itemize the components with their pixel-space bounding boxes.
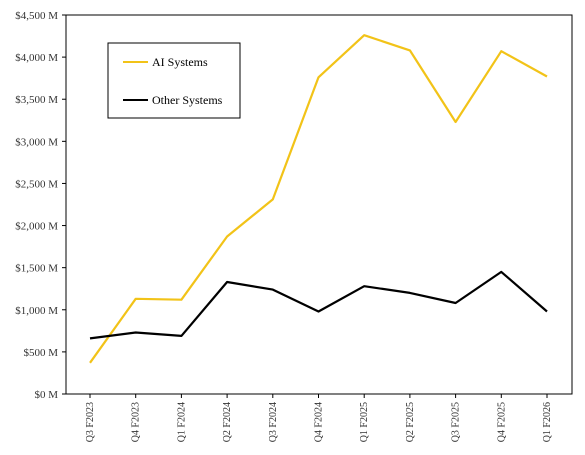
y-tick-label: $3,000 M	[15, 136, 58, 148]
x-tick-label: Q3 F2025	[451, 402, 462, 442]
x-tick-label: Q2 F2025	[405, 402, 416, 442]
x-tick-label: Q4 F2024	[314, 402, 325, 442]
x-tick-label: Q1 F2025	[359, 402, 370, 442]
y-tick-label: $3,500 M	[15, 94, 58, 106]
x-tick-label: Q4 F2023	[131, 402, 142, 442]
legend-label-other-systems: Other Systems	[152, 93, 223, 107]
series-line-other-systems	[89, 270, 548, 340]
series-line-ai-systems	[89, 34, 548, 364]
y-tick-label: $4,500 M	[15, 10, 58, 22]
x-tick-label: Q1 F2024	[176, 402, 187, 442]
y-tick-label: $2,500 M	[15, 178, 58, 190]
x-tick-label: Q3 F2023	[85, 402, 96, 442]
y-tick-label: $2,000 M	[15, 221, 58, 233]
x-tick-label: Q2 F2024	[222, 402, 233, 442]
x-tick-label: Q4 F2025	[496, 402, 507, 442]
y-tick-label: $0 M	[34, 389, 58, 401]
legend-box	[107, 42, 241, 119]
y-axis-ticks: $0 M $500 M $1,000 M $1,500 M $2,000 M $2,500…	[15, 10, 66, 401]
y-tick-label: $1,500 M	[15, 263, 58, 275]
y-tick-label: $1,000 M	[15, 305, 58, 317]
x-tick-label: Q1 F2026	[542, 402, 553, 442]
legend-label-ai-systems: AI Systems	[152, 55, 208, 69]
legend: AI Systems Other Systems	[107, 42, 241, 119]
x-axis-ticks: Q3 F2023 Q4 F2023 Q1 F2024 Q2 F2024 Q3 F2024…	[85, 394, 553, 442]
y-tick-label: $4,000 M	[15, 52, 58, 64]
series-lines	[89, 34, 548, 364]
y-tick-label: $500 M	[23, 347, 58, 359]
x-tick-label: Q3 F2024	[268, 402, 279, 442]
